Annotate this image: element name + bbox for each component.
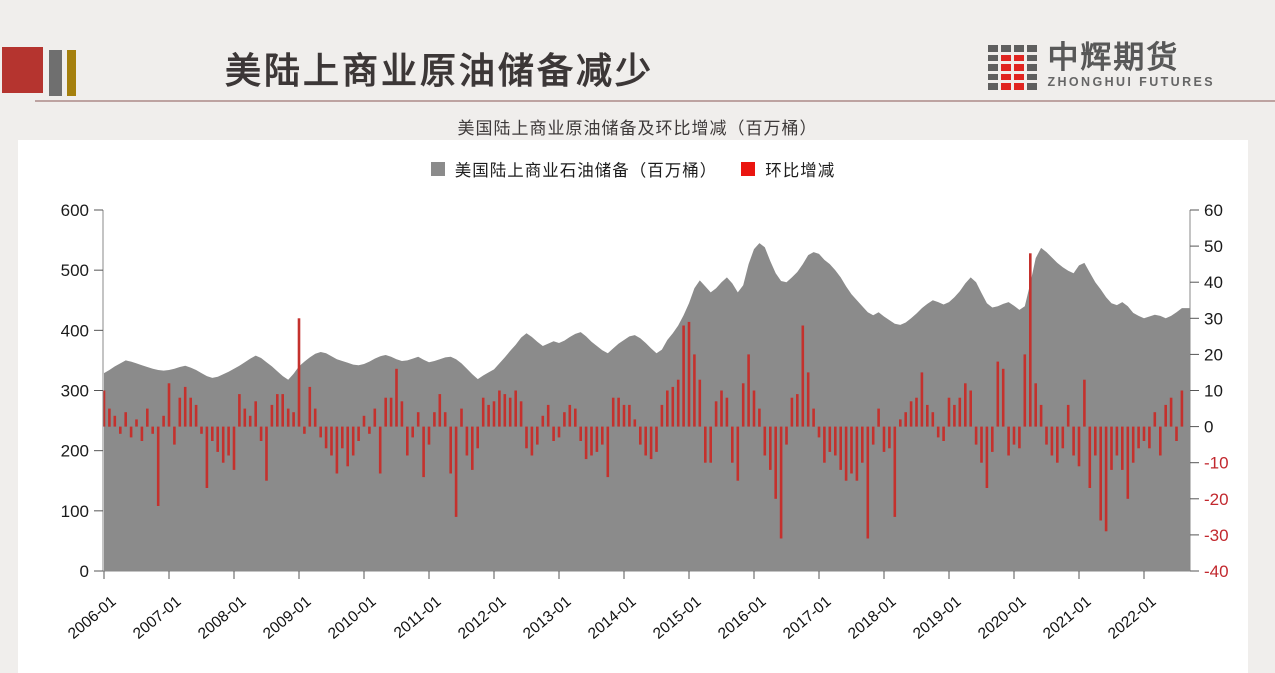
logo-cn-name: 中辉期货 bbox=[1047, 40, 1180, 75]
right-axis-label: 20 bbox=[1204, 345, 1223, 364]
accent-red-block bbox=[2, 47, 43, 93]
x-axis-label: 2019-01 bbox=[910, 593, 965, 643]
chart-subtitle: 美国陆上商业原油储备及环比增减（百万桶） bbox=[457, 119, 818, 138]
left-axis-label: 400 bbox=[61, 321, 89, 340]
logo-cell bbox=[1014, 83, 1025, 90]
x-axis-label: 2020-01 bbox=[975, 593, 1030, 643]
x-axis-label: 2018-01 bbox=[845, 593, 900, 643]
right-axis-label: 0 bbox=[1204, 418, 1213, 437]
change-bar-series bbox=[102, 253, 1184, 539]
x-axis-label: 2009-01 bbox=[260, 593, 315, 643]
logo-cell bbox=[1001, 54, 1012, 61]
logo-cell bbox=[1001, 83, 1012, 90]
left-axis-label: 500 bbox=[61, 261, 89, 280]
logo-cell bbox=[988, 64, 999, 71]
stock-area-series bbox=[104, 243, 1190, 571]
legend-label-stock: 美国陆上商业石油储备（百万桶） bbox=[454, 162, 718, 180]
logo-cell bbox=[1014, 54, 1025, 61]
right-axis-label: 40 bbox=[1204, 273, 1223, 292]
header-divider bbox=[35, 100, 1275, 102]
logo-cell bbox=[1027, 64, 1038, 71]
x-axis-label: 2022-01 bbox=[1105, 593, 1160, 643]
x-axis-label: 2006-01 bbox=[65, 593, 120, 643]
logo-cell bbox=[1014, 64, 1025, 71]
right-axis-label: -40 bbox=[1204, 562, 1229, 581]
accent-gold-block bbox=[67, 50, 76, 96]
x-axis-label: 2016-01 bbox=[715, 593, 770, 643]
page-title: 美陆上商业原油储备减少 bbox=[225, 51, 655, 91]
legend-label-change: 环比增减 bbox=[765, 162, 836, 180]
logo-cell bbox=[988, 73, 999, 80]
x-axis-label: 2007-01 bbox=[130, 593, 185, 643]
page-header: 美陆上商业原油储备减少 中辉期货 ZHONGHUI FUTURES 美国陆上商业… bbox=[0, 0, 1275, 140]
x-axis-label: 2013-01 bbox=[520, 593, 575, 643]
right-axis-label: 60 bbox=[1204, 201, 1223, 220]
x-axis-label: 2021-01 bbox=[1040, 593, 1095, 643]
logo-cell bbox=[1027, 45, 1038, 52]
right-axis-label: -20 bbox=[1204, 490, 1229, 509]
logo-cell bbox=[1014, 45, 1025, 52]
logo-cell bbox=[1001, 45, 1012, 52]
chart-legend: 美国陆上商业石油储备（百万桶） 环比增减 bbox=[18, 157, 1248, 181]
x-axis-label: 2014-01 bbox=[585, 593, 640, 643]
left-axis-label: 600 bbox=[61, 201, 89, 220]
logo-cell bbox=[1001, 73, 1012, 80]
right-axis-label: -10 bbox=[1204, 454, 1229, 473]
legend-swatch-change bbox=[741, 162, 756, 176]
right-axis-label: 30 bbox=[1204, 309, 1223, 328]
accent-gray-block bbox=[49, 50, 62, 96]
logo-cell bbox=[1014, 73, 1025, 80]
left-axis-label: 0 bbox=[80, 562, 89, 581]
logo-text: 中辉期货 ZHONGHUI FUTURES bbox=[1047, 40, 1215, 90]
logo-cell bbox=[1027, 83, 1038, 90]
logo-cell bbox=[1027, 54, 1038, 61]
logo-cell bbox=[1027, 73, 1038, 80]
x-axis-label: 2015-01 bbox=[650, 593, 705, 643]
x-axis-label: 2010-01 bbox=[325, 593, 380, 643]
legend-swatch-stock bbox=[430, 162, 445, 176]
logo-cell bbox=[988, 54, 999, 61]
x-axis-label: 2017-01 bbox=[780, 593, 835, 643]
right-axis-label: 50 bbox=[1204, 237, 1223, 256]
right-axis-label: -30 bbox=[1204, 526, 1229, 545]
logo-squares-icon bbox=[988, 45, 1038, 90]
logo-en-name: ZHONGHUI FUTURES bbox=[1047, 75, 1215, 89]
logo-cell bbox=[988, 45, 999, 52]
left-axis-label: 200 bbox=[61, 442, 89, 461]
x-axis-label: 2012-01 bbox=[455, 593, 510, 643]
x-axis-label: 2011-01 bbox=[391, 593, 445, 642]
left-axis-label: 100 bbox=[61, 502, 89, 521]
logo-cell bbox=[1001, 64, 1012, 71]
right-axis-label: 10 bbox=[1204, 382, 1223, 401]
left-axis-label: 300 bbox=[61, 382, 89, 401]
x-axis-label: 2008-01 bbox=[195, 593, 250, 643]
company-logo: 中辉期货 ZHONGHUI FUTURES bbox=[988, 42, 1215, 90]
logo-cell bbox=[988, 83, 999, 90]
